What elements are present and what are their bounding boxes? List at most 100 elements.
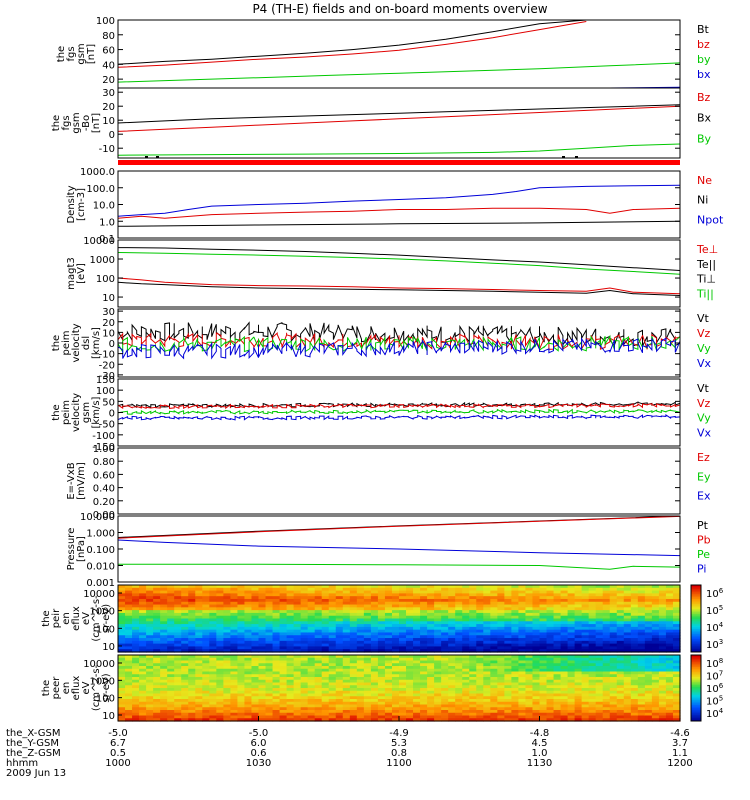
- heatmap-cell: [553, 710, 562, 714]
- heatmap-cell: [553, 657, 562, 662]
- heatmap-cell: [644, 677, 653, 681]
- heatmap-cell: [370, 601, 379, 606]
- heatmap-cell: [223, 663, 232, 667]
- heatmap-cell: [630, 699, 639, 703]
- heatmap-cell: [174, 668, 182, 673]
- heatmap-cell: [251, 593, 260, 597]
- heatmap-cell: [293, 587, 302, 592]
- heatmap-cell: [658, 693, 667, 697]
- heatmap-cell: [160, 624, 168, 628]
- y-tick-label: 1.0: [99, 217, 115, 228]
- colorbar-tick-label: 106: [706, 682, 724, 695]
- heatmap-cell: [328, 632, 337, 636]
- heatmap-cell: [567, 618, 576, 622]
- heatmap-cell: [483, 715, 491, 719]
- heatmap-cell: [251, 626, 260, 631]
- heatmap-cell: [244, 690, 253, 695]
- heatmap-cell: [125, 643, 133, 648]
- heatmap-cell: [244, 615, 253, 620]
- heatmap-cell: [420, 685, 428, 689]
- heatmap-cell: [202, 688, 210, 692]
- heatmap-cell: [504, 679, 513, 684]
- heatmap-cell: [251, 704, 260, 708]
- heatmap-cell: [188, 655, 196, 659]
- heatmap-cell: [644, 671, 653, 675]
- heatmap-cell: [637, 624, 646, 628]
- heatmap-cell: [623, 682, 632, 686]
- heatmap-cell: [223, 712, 232, 717]
- heatmap-cell: [209, 677, 217, 681]
- heatmap-cell: [567, 587, 576, 592]
- heatmap-cell: [399, 593, 407, 597]
- heatmap-cell: [644, 632, 653, 636]
- heatmap-cell: [630, 590, 639, 594]
- heatmap-cell: [167, 621, 175, 625]
- heatmap-cell: [293, 707, 302, 711]
- heatmap-cell: [251, 663, 260, 667]
- heatmap-cell: [202, 690, 210, 695]
- heatmap-cell: [658, 674, 667, 678]
- heatmap-cell: [665, 649, 674, 653]
- heatmap-cell: [581, 674, 590, 678]
- heatmap-cell: [441, 666, 449, 670]
- heatmap-cell: [237, 640, 246, 645]
- heatmap-cell: [441, 660, 449, 664]
- colorbar-cell: [691, 658, 701, 661]
- heatmap-cell: [406, 685, 414, 689]
- heatmap-cell: [553, 598, 562, 603]
- heatmap-cell: [504, 604, 513, 608]
- heatmap-cell: [160, 610, 168, 614]
- heatmap-cell: [223, 693, 232, 697]
- heatmap-cell: [384, 598, 393, 603]
- heatmap-cell: [356, 696, 365, 700]
- heatmap-cell: [230, 607, 239, 611]
- heatmap-cell: [167, 615, 175, 620]
- heatmap-cell: [595, 612, 604, 617]
- heatmap-cell: [265, 682, 274, 686]
- heatmap-cell: [399, 649, 407, 653]
- heatmap-cell: [349, 601, 358, 606]
- heatmap-cell: [265, 657, 274, 662]
- heatmap-cell: [286, 615, 295, 620]
- heatmap-cell: [462, 638, 470, 642]
- heatmap-cell: [406, 585, 414, 589]
- heatmap-cell: [223, 615, 232, 620]
- heatmap-cell: [658, 632, 667, 636]
- heatmap-cell: [630, 646, 639, 650]
- heatmap-cell: [651, 615, 660, 620]
- heatmap-cell: [616, 663, 625, 667]
- heatmap-cell: [139, 612, 147, 617]
- heatmap-cell: [497, 638, 505, 642]
- legend-bt-label: Bt: [697, 23, 710, 36]
- heatmap-cell: [644, 593, 653, 597]
- heatmap-cell: [146, 704, 154, 708]
- heatmap-cell: [181, 679, 189, 684]
- heatmap-cell: [237, 587, 246, 592]
- heatmap-cell: [588, 693, 597, 697]
- heatmap-cell: [546, 663, 555, 667]
- colorbar-cell: [691, 603, 701, 606]
- heatmap-cell: [286, 649, 295, 653]
- heatmap-cell: [490, 668, 498, 673]
- heatmap-cell: [293, 621, 302, 625]
- heatmap-cell: [167, 674, 175, 678]
- heatmap-cell: [370, 649, 379, 653]
- heatmap-cell: [476, 701, 484, 706]
- heatmap-cell: [644, 604, 653, 608]
- heatmap-cell: [560, 615, 569, 620]
- heatmap-cell: [391, 663, 400, 667]
- heatmap-cell: [377, 601, 386, 606]
- heatmap-cell: [406, 632, 414, 636]
- heatmap-cell: [455, 585, 463, 589]
- heatmap-cell: [455, 601, 463, 606]
- heatmap-cell: [307, 618, 316, 622]
- heatmap-cell: [420, 693, 428, 697]
- heatmap-cell: [195, 632, 203, 636]
- heatmap-cell: [139, 638, 147, 642]
- heatmap-cell: [406, 621, 414, 625]
- heatmap-cell: [462, 704, 470, 708]
- legend-bz-label: bz: [697, 38, 710, 51]
- heatmap-cell: [258, 679, 267, 684]
- heatmap-cell: [167, 629, 175, 634]
- heatmap-cell: [300, 596, 309, 600]
